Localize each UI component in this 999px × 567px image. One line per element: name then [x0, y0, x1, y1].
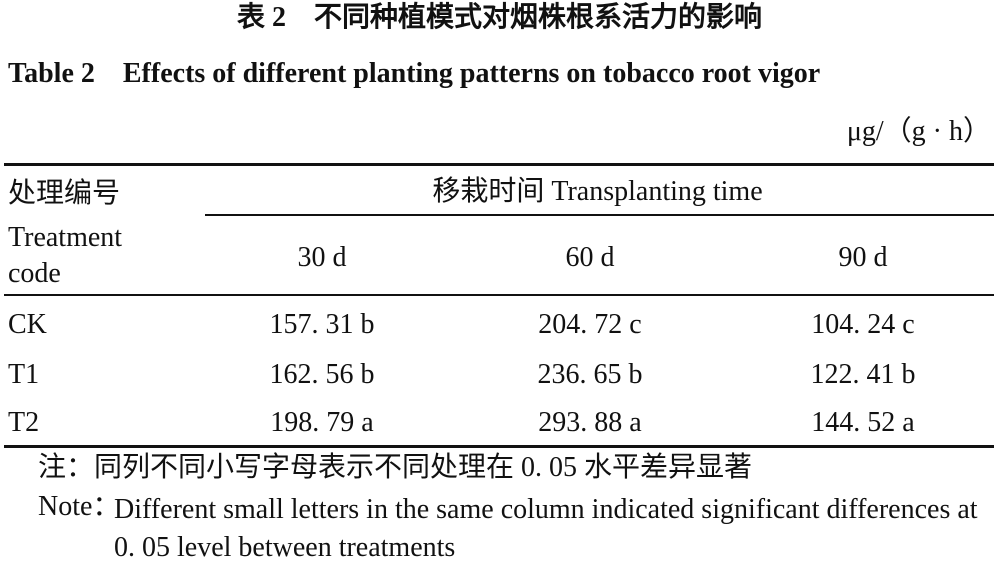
row-label: T1: [8, 359, 40, 390]
row-header-cn: 处理编号: [8, 178, 121, 209]
cell: 236. 65 b: [537, 359, 643, 390]
group-header: 移栽时间 Transplanting time: [432, 176, 763, 207]
title-cn: 表 2 不同种植模式对烟株根系活力的影响: [236, 2, 762, 33]
row-label: T2: [8, 407, 40, 438]
cell: 122. 41 b: [810, 359, 916, 390]
column-header: 60 d: [565, 242, 615, 273]
header-rule: [4, 294, 994, 296]
column-header: 90 d: [838, 242, 888, 273]
note-en-label: Note：: [38, 491, 121, 522]
bottom-rule: [4, 445, 994, 448]
top-rule: [4, 163, 994, 166]
group-rule: [205, 214, 994, 216]
row-label: CK: [8, 309, 47, 340]
column-header: 30 d: [297, 242, 347, 273]
cell: 144. 52 a: [811, 407, 915, 438]
cell: 198. 79 a: [270, 407, 374, 438]
title-en: Table 2 Effects of different planting pa…: [8, 58, 821, 89]
cell: 204. 72 c: [538, 309, 642, 340]
cell: 157. 31 b: [269, 309, 375, 340]
unit: μg/（g · h）: [846, 116, 991, 147]
row-header-en: Treatment code: [8, 222, 123, 289]
cell: 104. 24 c: [811, 309, 915, 340]
cell: 162. 56 b: [269, 359, 375, 390]
note-en: Different small letters in the same colu…: [114, 494, 978, 563]
note-cn: 注：同列不同小写字母表示不同处理在 0. 05 水平差异显著: [38, 452, 753, 483]
cell: 293. 88 a: [538, 407, 642, 438]
